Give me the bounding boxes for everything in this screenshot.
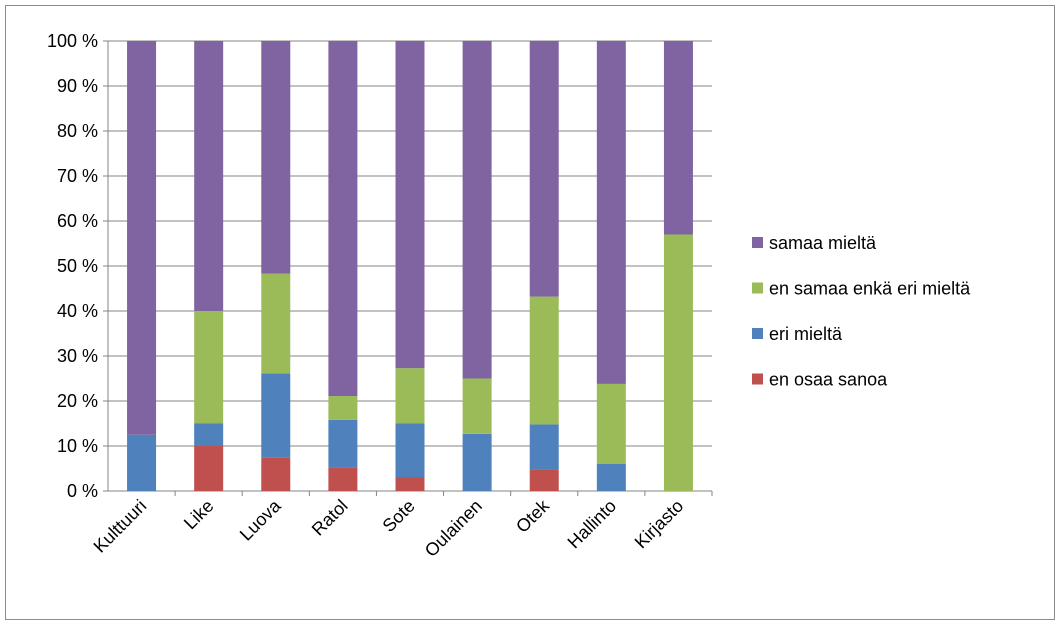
bar-segment-hallinto-1 [596,464,626,491]
x-axis-category-labels: Kulttuuri Like Luova Ratol Sote Oulainen Otek H… [90,495,688,561]
bar-segment-ratol-3 [328,41,358,397]
legend-label: eri mieltä [769,324,843,344]
category-label: Oulainen [421,496,486,561]
bar-segment-otek-2 [529,296,559,425]
y-tick-label: 20 % [57,391,98,411]
bar-segment-luova-3 [261,41,291,274]
bars [127,41,693,491]
y-tick-label: 10 % [57,436,98,456]
bar-segment-hallinto-2 [596,383,626,464]
bar-segment-kirjasto-2 [663,234,693,491]
bar-segment-luova-0 [261,457,291,491]
y-tick-label: 50 % [57,256,98,276]
bar-segment-sote-2 [395,368,425,424]
y-tick-label: 80 % [57,121,98,141]
bar-segment-sote-3 [395,41,425,369]
bar-segment-like-0 [194,446,224,491]
bar-segment-like-1 [194,423,224,446]
bar-segment-kulttuuri-1 [127,434,157,491]
legend-label: en samaa enkä eri mieltä [769,279,971,299]
y-axis-tick-labels: 0 % 10 % 20 % 30 % 40 % 50 % 60 % 70 % 80 % 90 % 1… [47,31,98,501]
bar-segment-ratol-0 [328,467,358,491]
category-label: Like [180,496,217,533]
category-label: Kirjasto [631,496,688,553]
bar-segment-luova-2 [261,273,291,374]
legend: samaa mieltä en samaa enkä eri mieltä eri … [752,233,971,390]
category-label: Otek [512,495,554,537]
y-tick-label: 90 % [57,76,98,96]
y-tick-label: 60 % [57,211,98,231]
bar-segment-oulainen-1 [462,433,492,491]
bar-segment-otek-0 [529,469,559,491]
legend-swatch [752,373,763,385]
bar-segment-oulainen-2 [462,378,492,434]
category-label: Sote [379,496,419,536]
bar-segment-otek-3 [529,41,559,297]
legend-swatch [752,237,763,248]
y-tick-label: 30 % [57,346,98,366]
bar-segment-like-3 [194,41,224,311]
legend-label: samaa mieltä [769,233,877,253]
bar-segment-kulttuuri-3 [127,41,157,435]
bar-segment-oulainen-3 [462,41,492,379]
y-tick-label: 100 % [47,31,98,51]
legend-label: en osaa sanoa [769,370,888,390]
category-label: Kulttuuri [90,496,151,557]
bar-segment-luova-1 [261,373,291,458]
bar-segment-sote-0 [395,477,425,491]
category-label: Luova [236,495,286,545]
y-tick-label: 40 % [57,301,98,321]
bar-segment-ratol-1 [328,419,358,468]
y-tick-label: 0 % [67,481,98,501]
category-label: Hallinto [564,496,621,553]
bar-segment-sote-1 [395,423,425,478]
category-label: Ratol [308,496,352,540]
legend-swatch [752,282,763,294]
bar-segment-hallinto-3 [596,41,626,384]
legend-swatch [752,328,763,339]
y-tick-label: 70 % [57,166,98,186]
bar-segment-kirjasto-3 [663,41,693,235]
bar-segment-like-2 [194,311,224,424]
bar-segment-otek-1 [529,424,559,470]
bar-segment-ratol-2 [328,396,358,420]
